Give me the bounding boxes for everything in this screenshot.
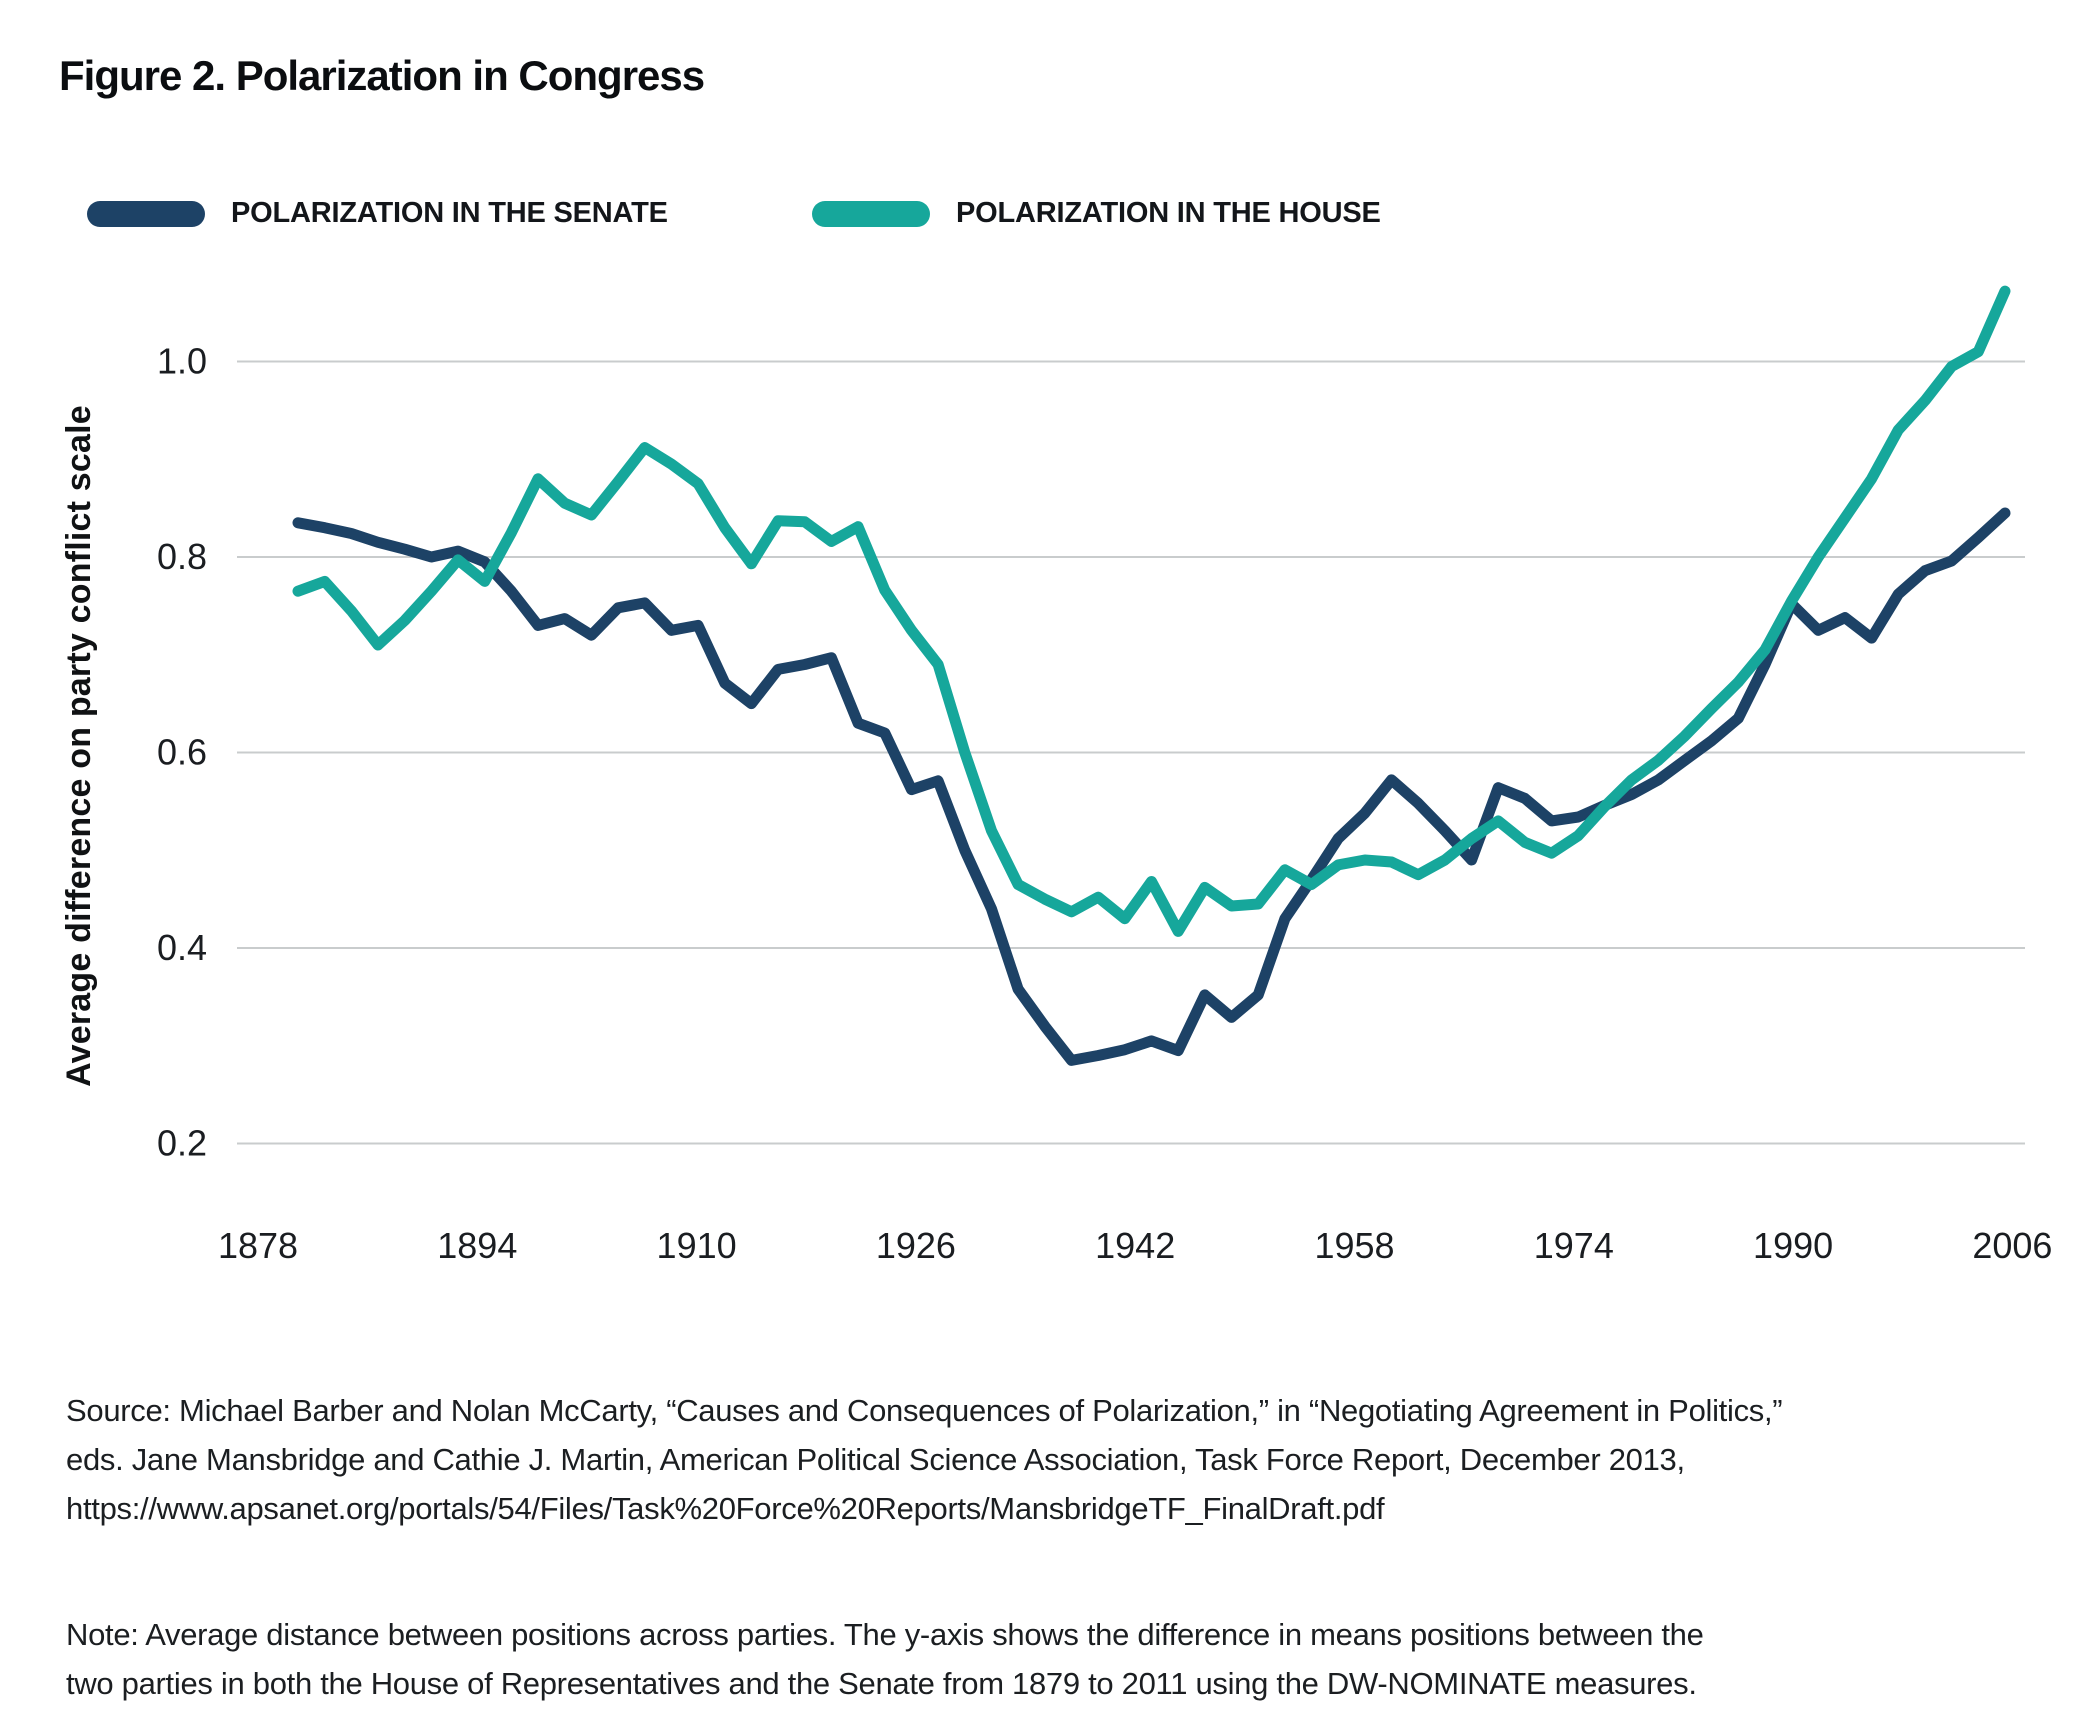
source-line-1: Source: Michael Barber and Nolan McCarty… [66, 1393, 1783, 1428]
figure-title: Figure 2. Polarization in Congress [59, 52, 705, 99]
senate-line [292, 507, 2011, 1066]
x-tick-1926: 1926 [876, 1225, 956, 1266]
senate-line-swatch [87, 200, 205, 227]
source-line-3: https://www.apsanet.org/portals/54/Files… [66, 1491, 1385, 1526]
x-tick-1894: 1894 [437, 1225, 517, 1266]
x-tick-1910: 1910 [657, 1225, 737, 1266]
x-tick-1990: 1990 [1753, 1225, 1833, 1266]
x-tick-1942: 1942 [1095, 1225, 1175, 1266]
x-tick-1974: 1974 [1534, 1225, 1614, 1266]
x-tick-2006: 2006 [1972, 1225, 2052, 1266]
source-line-2: eds. Jane Mansbridge and Cathie J. Marti… [66, 1442, 1685, 1477]
y-tick-0.6: 0.6 [157, 732, 207, 773]
x-tick-1878: 1878 [218, 1225, 298, 1266]
legend-item-senate: POLARIZATION IN THE SENATE [87, 197, 668, 230]
polarization-line-chart: 1.0 0.8 0.6 0.4 0.2 1878 1894 1910 1926 1942 1958 1… [60, 285, 2052, 1267]
x-tick-1958: 1958 [1314, 1225, 1394, 1266]
y-tick-0.8: 0.8 [157, 536, 207, 577]
gridlines [237, 360, 2025, 1145]
y-axis-title: Average difference on party conflict sca… [60, 405, 98, 1087]
chart-legend: POLARIZATION IN THE SENATE POLARIZATION … [0, 197, 2084, 237]
data-lines [292, 285, 2011, 1066]
legend-label-house: POLARIZATION IN THE HOUSE [956, 197, 1381, 229]
axis-tick-labels: 1.0 0.8 0.6 0.4 0.2 1878 1894 1910 1926 1942 1958 1… [157, 341, 2052, 1267]
legend-label-senate: POLARIZATION IN THE SENATE [231, 197, 668, 229]
source-citation: Source: Michael Barber and Nolan McCarty… [66, 1386, 2026, 1533]
y-tick-0.4: 0.4 [157, 927, 207, 968]
y-tick-1.0: 1.0 [157, 341, 207, 382]
y-tick-0.2: 0.2 [157, 1123, 207, 1164]
legend-item-house: POLARIZATION IN THE HOUSE [812, 197, 1381, 230]
note-line-1: Note: Average distance between positions… [66, 1617, 1704, 1652]
note-text: Note: Average distance between positions… [66, 1610, 2026, 1708]
note-line-2: two parties in both the House of Represe… [66, 1666, 1697, 1701]
house-line [292, 285, 2011, 937]
house-line-swatch [812, 200, 930, 227]
